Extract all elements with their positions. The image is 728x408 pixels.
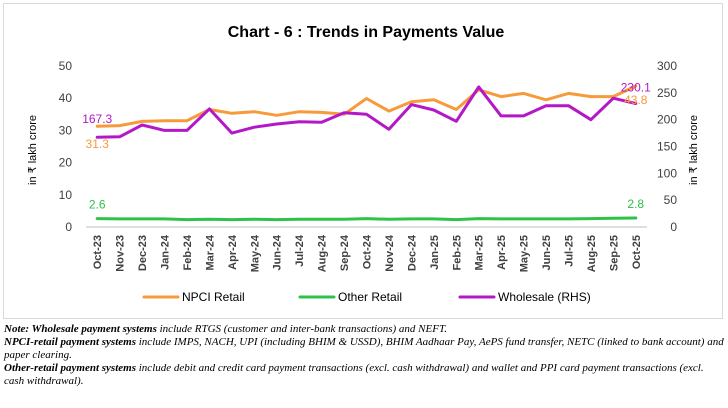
payments-value-chart: Chart - 6 : Trends in Payments Value in … [27, 24, 700, 304]
y-right-tick-label: 0 [670, 220, 677, 234]
x-tick-label: Sep-24 [339, 234, 351, 271]
y-right-tick-label: 150 [657, 140, 677, 154]
y-right-tick-label: 300 [657, 59, 677, 73]
series-line-other-retail [95, 216, 638, 222]
data-label: 230.1 [621, 81, 651, 95]
legend-label: NPCI Retail [182, 290, 245, 304]
y-left-tick-label: 10 [59, 188, 73, 202]
x-tick-label: Dec-24 [406, 234, 418, 271]
x-tick-label: Feb-25 [451, 235, 463, 270]
x-tick-label: Mar-24 [204, 234, 216, 270]
x-tick-label: Jun-25 [541, 235, 553, 270]
y-axis-left-ticks: 0 10 20 30 40 50 [59, 59, 73, 234]
y-right-tick-label: 250 [657, 86, 677, 100]
y-axis-right-ticks: 0 50 100 150 200 250 300 [657, 59, 677, 234]
y-right-tick-label: 200 [657, 113, 677, 127]
y-axis-left-label: in ₹ lakh crore [27, 115, 39, 185]
x-tick-label: Dec-23 [137, 235, 149, 271]
x-tick-label: Feb-24 [182, 234, 194, 270]
x-tick-label: Jul-24 [294, 234, 306, 267]
x-tick-label: Jan-25 [429, 235, 441, 270]
x-tick-label: May-24 [249, 234, 261, 272]
x-tick-label: Oct-25 [631, 235, 643, 269]
x-tick-label: Nov-23 [115, 235, 127, 272]
chart-frame: Chart - 6 : Trends in Payments Value in … [3, 3, 723, 319]
data-label: 167.3 [82, 112, 112, 126]
chart-title: Chart - 6 : Trends in Payments Value [228, 24, 505, 41]
x-tick-label: Sep-25 [608, 235, 620, 271]
x-tick-label: Jul-25 [563, 235, 575, 267]
x-tick-label: Aug-24 [317, 234, 329, 272]
legend-label: Other Retail [338, 290, 402, 304]
legend: NPCI Retail Other Retail Wholesale (RHS) [142, 290, 591, 304]
y-left-tick-label: 20 [59, 156, 73, 170]
x-tick-label: Jan-24 [160, 234, 172, 270]
data-label: 2.6 [89, 198, 106, 212]
notes: Note: Wholesale payment systems include … [4, 323, 724, 388]
y-left-tick-label: 50 [59, 59, 73, 73]
x-tick-label: Apr-24 [227, 234, 239, 270]
series-layer [95, 84, 638, 222]
data-labels: 167.3 31.3 2.6 230.143.8 2.8 [82, 81, 651, 212]
y-left-tick-label: 40 [59, 91, 73, 105]
x-tick-label: Mar-25 [474, 235, 486, 270]
y-left-tick-label: 30 [59, 123, 73, 137]
note-wholesale: Note: Wholesale payment systems include … [4, 323, 448, 335]
x-tick-label: Oct-23 [92, 235, 104, 269]
note-other-retail: Other-retail payment systems include deb… [4, 362, 704, 387]
y-right-tick-label: 50 [664, 193, 678, 207]
y-axis-right-label: in ₹ lakh crore [688, 115, 700, 185]
y-left-tick-label: 0 [65, 220, 72, 234]
x-axis-ticks: Oct-23 Nov-23 Dec-23 Jan-24 Feb-24 Mar-24 Apr-… [92, 234, 643, 272]
x-tick-label: Oct-24 [362, 234, 374, 269]
note-npci-retail: NPCI-retail payment systems include IMPS… [4, 336, 724, 361]
y-right-tick-label: 100 [657, 166, 677, 180]
legend-label: Wholesale (RHS) [498, 290, 591, 304]
series-line-wholesale-rhs [95, 85, 638, 139]
x-tick-label: Jun-24 [272, 234, 284, 270]
series-line-npci-retail [95, 84, 638, 128]
data-label: 43.8 [624, 93, 648, 107]
data-label: 2.8 [627, 197, 644, 211]
x-tick-label: Nov-24 [384, 234, 396, 272]
data-label: 31.3 [86, 137, 110, 151]
x-tick-label: May-25 [519, 235, 531, 272]
x-tick-label: Aug-25 [586, 235, 598, 272]
x-tick-label: Apr-25 [496, 235, 508, 270]
